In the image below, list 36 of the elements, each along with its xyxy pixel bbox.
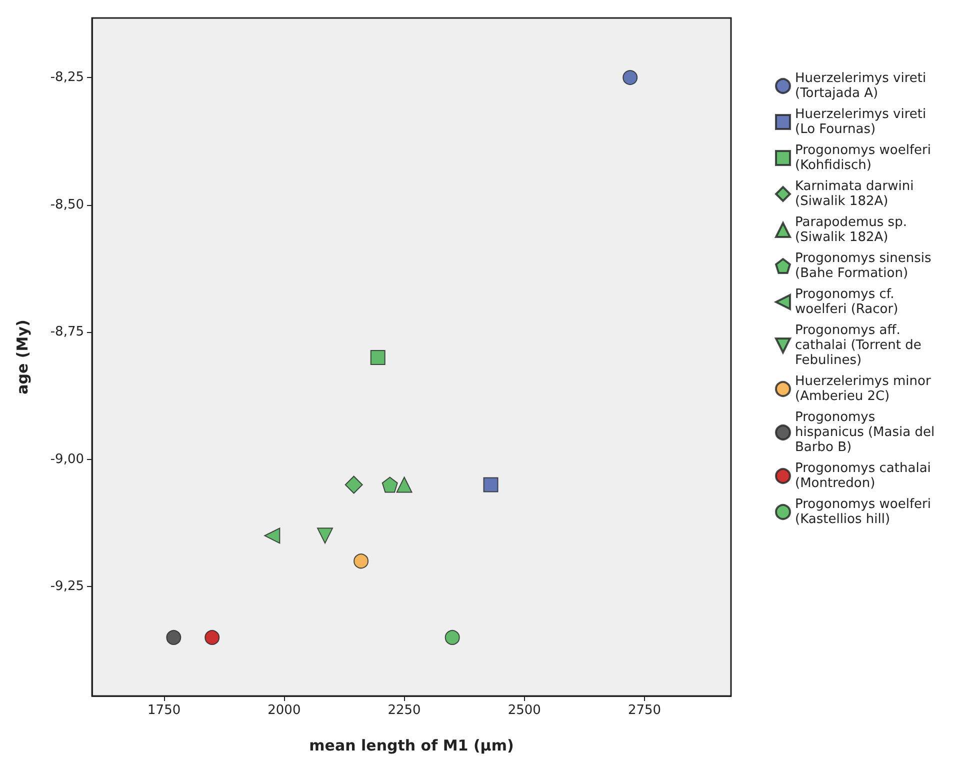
x-tick-label: 2750	[628, 703, 662, 718]
point	[622, 70, 638, 86]
point	[166, 630, 182, 645]
legend-label: Progonomys cf. woelferi (Racor)	[795, 287, 898, 317]
legend-label: Progonomys cathalai (Montredon)	[795, 461, 936, 491]
legend-label: Progonomys sinensis (Bahe Formation)	[795, 251, 936, 281]
y-tick-label: -8,50	[50, 197, 84, 212]
y-tick-label: -9,25	[50, 579, 84, 594]
point	[204, 630, 220, 645]
point	[444, 630, 460, 645]
x-axis-title: mean length of M1 (µm)	[309, 736, 514, 754]
x-tick-label: 2250	[388, 703, 421, 718]
point	[396, 476, 412, 493]
x-tick-label: 2000	[268, 703, 301, 718]
legend-label: Huerzelerimys vireti (Tortajada A)	[795, 71, 930, 101]
y-tick-label: -8,75	[50, 324, 84, 340]
y-tick-label: -9,00	[50, 452, 84, 467]
point	[382, 476, 398, 493]
point	[344, 476, 363, 494]
y-tick-label: -8,25	[50, 70, 84, 86]
x-tick-label: 2500	[508, 703, 541, 718]
legend-label: Huerzelerimys minor (Amberieu 2C)	[795, 374, 935, 404]
point	[317, 528, 334, 544]
legend-label: Progonomys woelferi (Kohfidisch)	[795, 143, 936, 173]
point	[354, 554, 369, 569]
point	[483, 477, 498, 492]
y-axis-title: age (My)	[14, 320, 32, 394]
legend-label: Progonomys hispanicus (Masia del Barbo B)	[795, 410, 939, 455]
legend-label: Parapodemus sp. (Siwalik 182A)	[795, 215, 912, 245]
legend-label: Karnimata darwini (Siwalik 182A)	[795, 179, 918, 209]
point	[264, 528, 280, 544]
point	[370, 350, 386, 366]
legend-label: Huerzelerimys vireti (Lo Fournas)	[795, 107, 930, 137]
x-tick-label: 1750	[148, 703, 181, 718]
legend-label: Progonomys woelferi (Kastellios hill)	[795, 497, 936, 527]
legend-label: Progonomys aff. cathalai (Torrent de Febulines)	[795, 323, 926, 368]
